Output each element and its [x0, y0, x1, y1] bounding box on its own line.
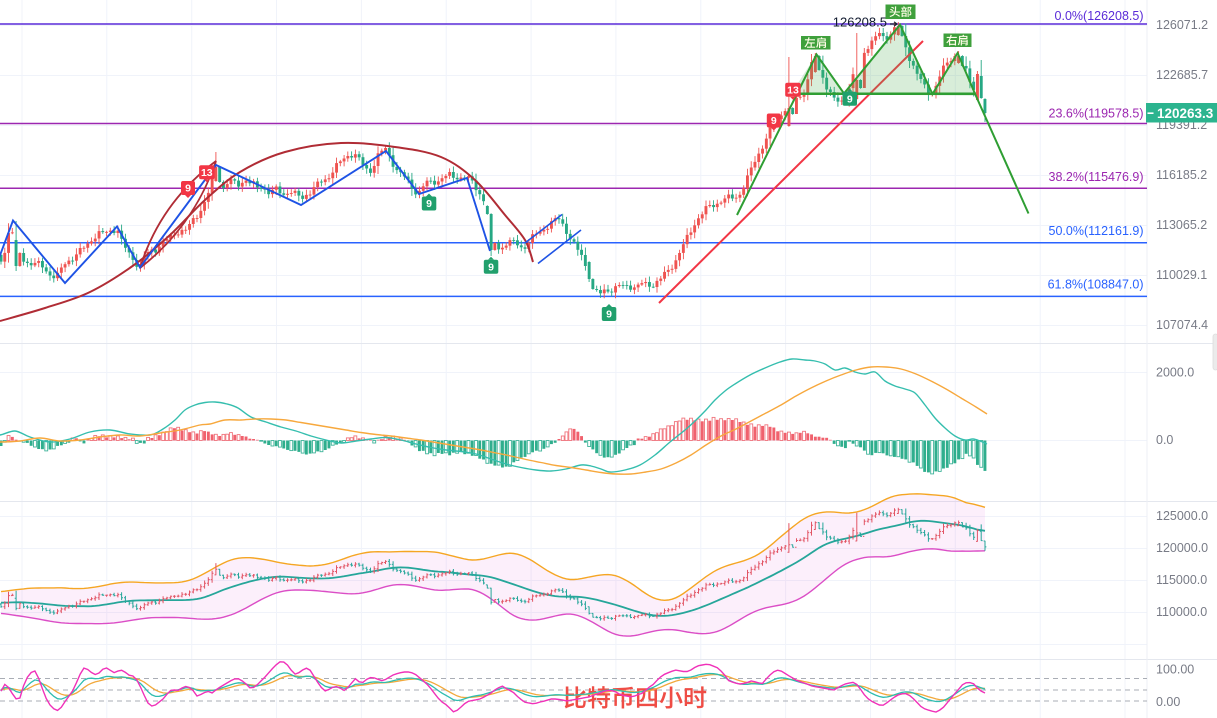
svg-text:13: 13 — [787, 84, 799, 96]
svg-text:61.8%(108847.0): 61.8%(108847.0) — [1048, 278, 1144, 292]
svg-text:110000.0: 110000.0 — [1156, 605, 1207, 619]
svg-text:126208.5: 126208.5 — [833, 15, 887, 30]
svg-text:23.6%(119578.5): 23.6%(119578.5) — [1049, 106, 1144, 120]
svg-text:100.00: 100.00 — [1156, 663, 1194, 677]
svg-text:0.0%(126208.5): 0.0%(126208.5) — [1055, 9, 1144, 23]
svg-text:113065.2: 113065.2 — [1156, 218, 1207, 232]
svg-text:126071.2: 126071.2 — [1156, 18, 1208, 32]
svg-text:122685.7: 122685.7 — [1156, 68, 1208, 82]
svg-text:115000.0: 115000.0 — [1156, 573, 1207, 587]
svg-text:120263.3: 120263.3 — [1157, 106, 1214, 121]
svg-text:125000.0: 125000.0 — [1156, 509, 1208, 523]
svg-text:107074.4: 107074.4 — [1156, 318, 1208, 332]
svg-text:9: 9 — [488, 261, 494, 273]
svg-text:0.00: 0.00 — [1156, 695, 1180, 709]
svg-text:0.0: 0.0 — [1156, 433, 1173, 447]
svg-text:110029.1: 110029.1 — [1156, 268, 1207, 282]
svg-text:116185.2: 116185.2 — [1156, 168, 1207, 182]
svg-text:13: 13 — [201, 167, 213, 179]
svg-text:9: 9 — [185, 183, 191, 195]
svg-text:120000.0: 120000.0 — [1156, 541, 1208, 555]
svg-text:9: 9 — [606, 309, 612, 321]
svg-text:9: 9 — [771, 115, 777, 127]
svg-text:38.2%(115476.9): 38.2%(115476.9) — [1049, 170, 1144, 184]
svg-text:50.0%(112161.9): 50.0%(112161.9) — [1049, 224, 1144, 238]
svg-text:2000.0: 2000.0 — [1156, 366, 1194, 380]
svg-text:9: 9 — [426, 198, 432, 210]
svg-text:9: 9 — [847, 93, 853, 105]
